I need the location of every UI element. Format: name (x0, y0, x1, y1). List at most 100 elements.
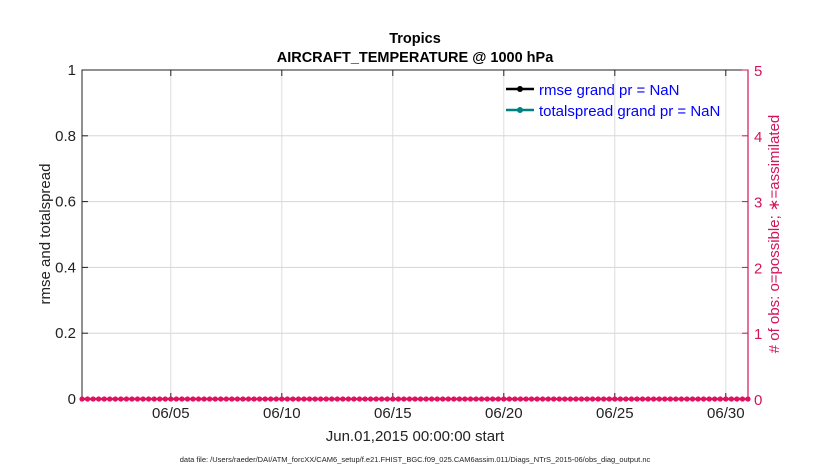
y-tick-label: 0 (68, 391, 76, 408)
obs-count-point (506, 396, 512, 402)
obs-count-point (540, 396, 546, 402)
obs-count-point (651, 396, 657, 402)
obs-count-point (517, 396, 524, 402)
obs-count-point (90, 396, 96, 402)
obs-count-point (662, 396, 668, 402)
obs-count-point (567, 396, 574, 402)
y-right-tick-label: 1 (754, 326, 762, 343)
obs-count-point (79, 396, 85, 402)
obs-count-point (423, 396, 429, 402)
obs-count-point (628, 396, 635, 402)
obs-count-point (268, 396, 274, 402)
obs-count-point (240, 396, 246, 402)
y-tick-label: 0.4 (55, 259, 76, 276)
x-tick-label: 06/15 (374, 405, 412, 422)
obs-count-point (701, 396, 707, 402)
obs-count-point (678, 396, 685, 402)
obs-count-point (284, 396, 290, 402)
obs-count-point (545, 396, 551, 402)
obs-count-point (717, 396, 723, 402)
obs-count-point (667, 396, 673, 402)
obs-count-point (606, 396, 612, 402)
x-tick-label: 06/10 (263, 405, 301, 422)
x-tick-label: 06/20 (485, 405, 523, 422)
obs-count-point (146, 396, 152, 402)
obs-count-point (490, 396, 496, 402)
obs-count-point (190, 396, 196, 402)
obs-count-point (745, 396, 751, 402)
obs-count-point (434, 396, 440, 402)
obs-count-point (262, 396, 268, 402)
obs-count-point (401, 396, 407, 402)
obs-count-point (356, 396, 363, 402)
obs-count-point (157, 396, 163, 402)
obs-count-point (295, 396, 302, 402)
obs-count-point (273, 396, 279, 402)
obs-count-point (534, 396, 540, 402)
x-tick-label: 06/25 (596, 405, 634, 422)
obs-count-point (229, 396, 235, 402)
obs-count-point (306, 396, 313, 402)
y-tick-label: 0.8 (55, 128, 76, 145)
obs-count-point (373, 396, 379, 402)
obs-count-point (390, 396, 396, 402)
obs-count-point (101, 396, 107, 402)
legend-label-totalspread: totalspread grand pr = NaN (539, 103, 720, 120)
y-right-tick-label: 3 (754, 195, 762, 212)
obs-count-point (689, 396, 696, 402)
obs-count-point (523, 396, 529, 402)
obs-count-point (639, 396, 646, 402)
obs-count-point (368, 396, 374, 402)
obs-count-point (123, 396, 129, 402)
obs-count-point (345, 396, 351, 402)
obs-count-point (601, 396, 607, 402)
obs-count-point (384, 396, 390, 402)
obs-count-point (162, 396, 168, 402)
obs-count-point (351, 396, 357, 402)
obs-count-point (673, 396, 679, 402)
obs-count-point (467, 396, 474, 402)
x-tick-label: 06/30 (707, 405, 745, 422)
obs-count-point (362, 396, 368, 402)
obs-count-point (84, 396, 91, 402)
obs-count-point (118, 396, 124, 402)
obs-count-point (512, 396, 518, 402)
obs-count-point (440, 396, 446, 402)
obs-count-point (595, 396, 601, 402)
obs-count-point (329, 396, 335, 402)
obs-count-point (573, 396, 579, 402)
obs-count-point (395, 396, 401, 402)
obs-count-point (734, 396, 740, 402)
obs-count-point (379, 396, 385, 402)
obs-count-point (417, 396, 424, 402)
y-axis-right-label: # of obs: o=possible; ∗=assimilated (766, 115, 783, 354)
obs-count-point (107, 396, 113, 402)
obs-count-point (290, 396, 296, 402)
obs-count-point (528, 396, 535, 402)
chart-title: Tropics (389, 31, 441, 47)
obs-count-point (712, 396, 718, 402)
obs-count-point (473, 396, 479, 402)
chart-subtitle: AIRCRAFT_TEMPERATURE @ 1000 hPa (277, 50, 554, 66)
legend-label-rmse: rmse grand pr = NaN (539, 82, 679, 99)
obs-count-point (451, 396, 457, 402)
obs-count-point (634, 396, 640, 402)
obs-count-point (495, 396, 501, 402)
obs-count-point (728, 396, 734, 402)
obs-count-point (445, 396, 451, 402)
obs-count-point (173, 396, 179, 402)
obs-count-point (590, 396, 596, 402)
y-tick-label: 0.2 (55, 325, 76, 342)
obs-count-point (279, 396, 285, 402)
obs-count-point (195, 396, 202, 402)
legend-marker-rmse (517, 86, 523, 92)
obs-count-point (151, 396, 157, 402)
x-tick-label: 06/05 (152, 405, 190, 422)
obs-count-point (617, 396, 623, 402)
obs-count-point (484, 396, 490, 402)
obs-count-point (723, 396, 729, 402)
obs-count-point (184, 396, 191, 402)
obs-count-point (501, 396, 507, 402)
